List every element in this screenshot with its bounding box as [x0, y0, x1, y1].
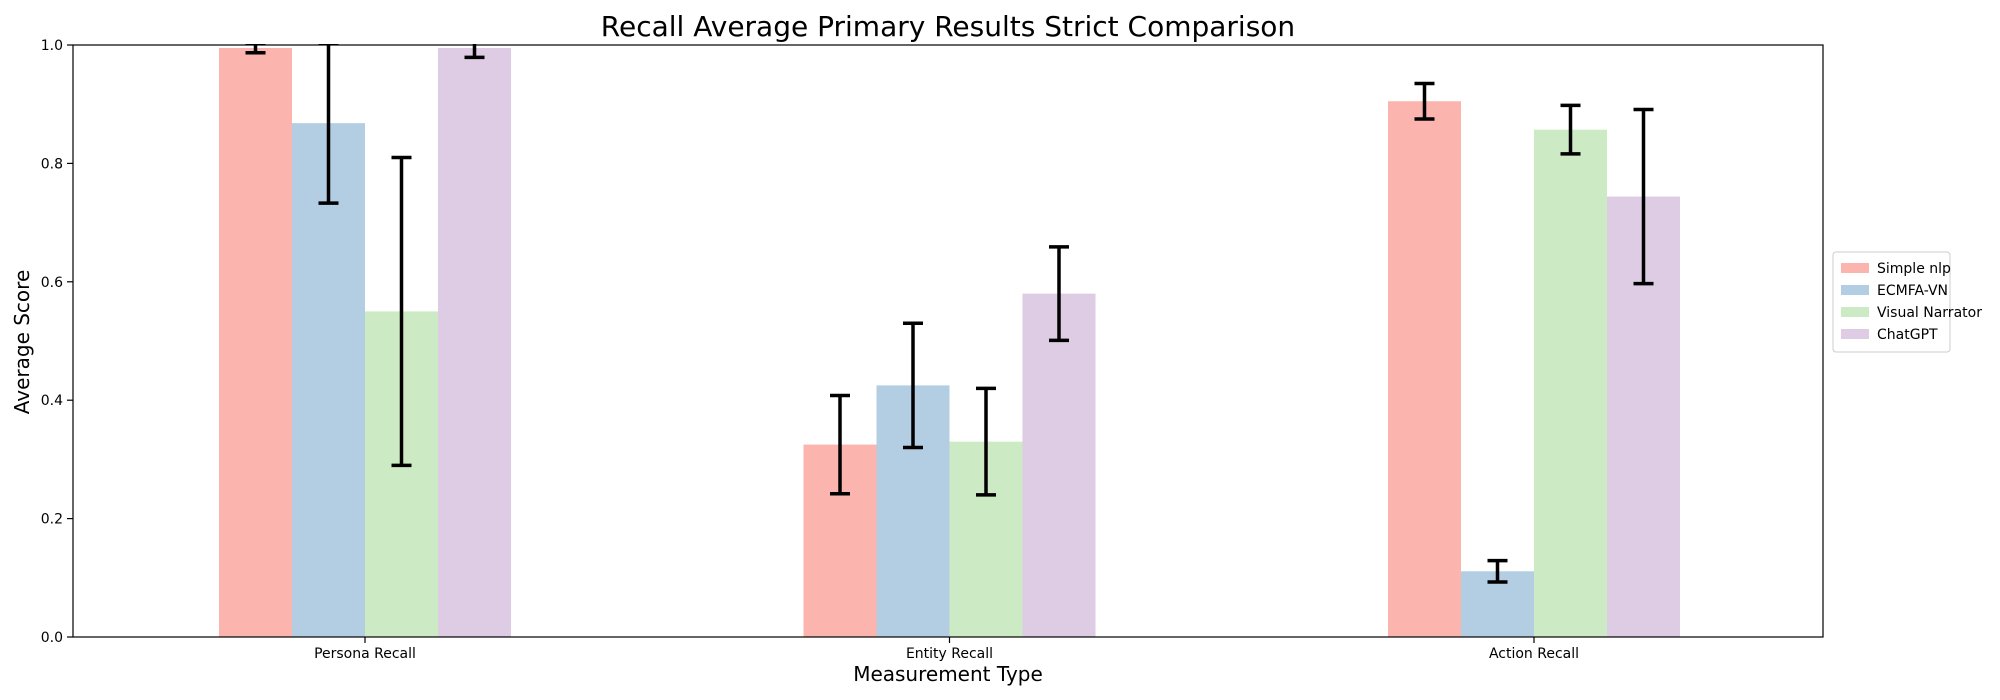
bar — [1388, 101, 1461, 638]
bar — [1534, 129, 1607, 637]
bar — [219, 47, 292, 637]
legend-label: ChatGPT — [1877, 327, 1938, 343]
top-margin-mask — [73, 0, 1823, 44]
bar — [438, 47, 511, 637]
x-tick-label: Persona Recall — [314, 646, 416, 662]
legend-label: Simple nlp — [1877, 261, 1951, 277]
x-tick-label: Entity Recall — [906, 646, 993, 662]
x-tick-label: Action Recall — [1489, 646, 1579, 662]
bar — [1022, 293, 1096, 637]
legend-swatch — [1841, 285, 1869, 295]
legend-label: ECMFA-VN — [1877, 283, 1948, 299]
x-axis-label: Measurement Type — [853, 662, 1043, 686]
y-tick-label: 0.0 — [41, 630, 63, 646]
legend-label: Visual Narrator — [1877, 305, 1982, 321]
chart-title: Recall Average Primary Results Strict Co… — [601, 10, 1295, 43]
legend-swatch — [1841, 263, 1869, 273]
legend-swatch — [1841, 307, 1869, 317]
y-tick-label: 0.8 — [41, 156, 63, 172]
y-axis-label: Average Score — [10, 270, 34, 415]
y-tick-label: 0.6 — [41, 275, 63, 291]
plot-frame — [72, 44, 1824, 638]
legend: Simple nlp ECMFA-VN Visual Narrator ChatGPT — [1832, 251, 1982, 353]
legend-box — [1832, 251, 1951, 353]
bar — [292, 123, 365, 638]
y-tick-label: 0.2 — [41, 512, 63, 528]
y-tick-label: 0.4 — [41, 393, 63, 409]
legend-swatch — [1841, 329, 1869, 339]
y-tick-label: 1.0 — [41, 38, 63, 54]
plot-area: 0.0 0.2 0.4 0.6 0.8 1.0 Persona Recall Entity R… — [41, 0, 1824, 662]
